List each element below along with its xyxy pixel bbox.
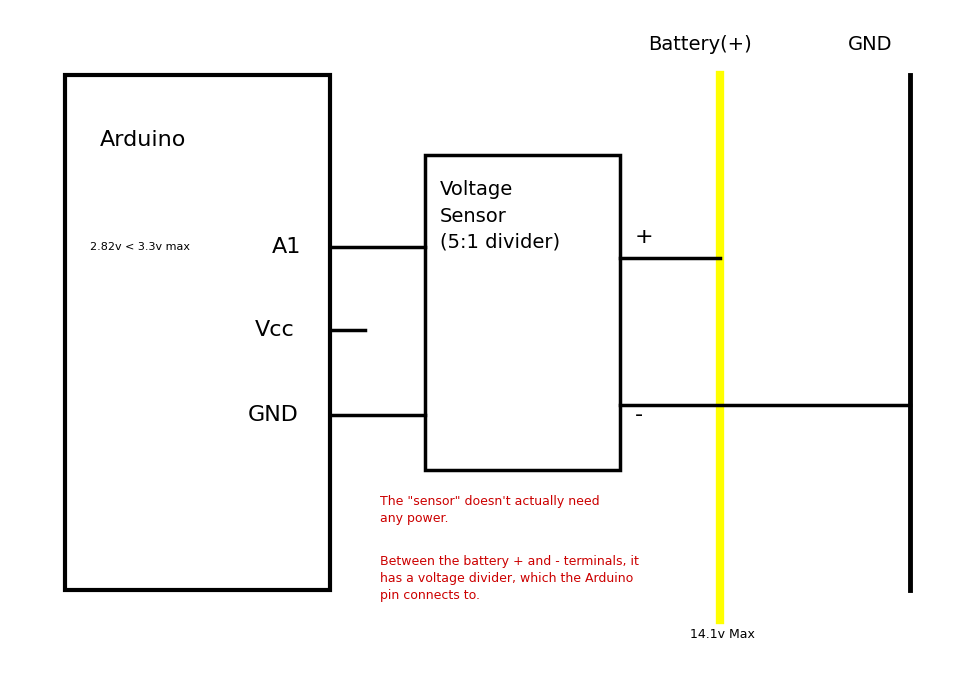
Text: A1: A1 (272, 237, 301, 257)
Text: 14.1v Max: 14.1v Max (689, 629, 754, 642)
Text: 2.82v < 3.3v max: 2.82v < 3.3v max (90, 242, 190, 252)
Text: +: + (635, 227, 653, 247)
Text: Voltage
Sensor
(5:1 divider): Voltage Sensor (5:1 divider) (439, 180, 559, 252)
Text: The "sensor" doesn't actually need
any power.: The "sensor" doesn't actually need any p… (379, 495, 599, 525)
Text: Battery(+): Battery(+) (647, 35, 751, 54)
Bar (65, 75, 330, 590)
Text: -: - (635, 405, 643, 425)
Text: Between the battery + and - terminals, it
has a voltage divider, which the Ardui: Between the battery + and - terminals, i… (379, 555, 639, 602)
Text: Arduino: Arduino (100, 130, 186, 150)
Text: Vcc: Vcc (254, 320, 294, 340)
Bar (424, 155, 619, 470)
Text: GND: GND (847, 35, 891, 54)
Text: GND: GND (247, 405, 298, 425)
